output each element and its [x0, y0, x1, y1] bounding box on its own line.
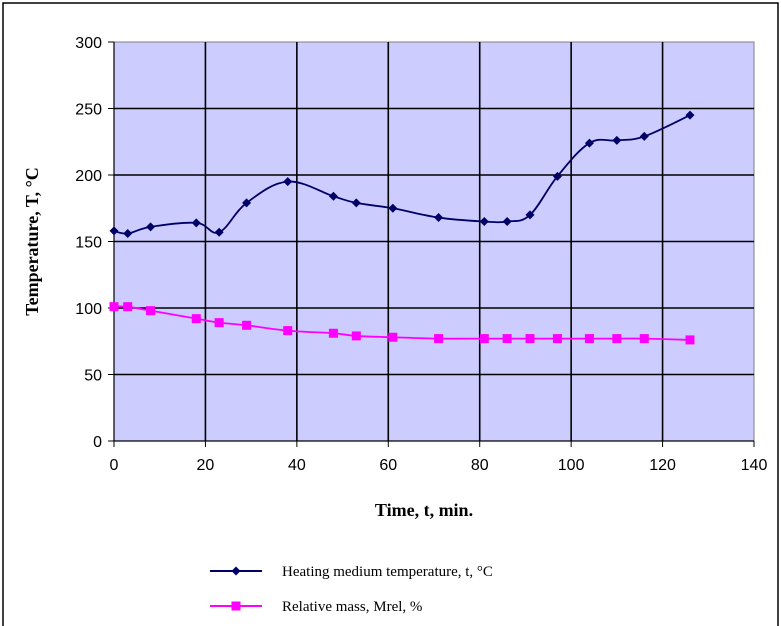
data-point [283, 177, 293, 187]
data-point [109, 302, 119, 312]
data-point [242, 320, 252, 330]
data-point [191, 314, 201, 324]
x-tick-label: 20 [197, 457, 215, 474]
data-point [434, 334, 444, 344]
data-point [191, 218, 201, 228]
data-point [214, 318, 224, 328]
legend-marker [231, 566, 241, 576]
data-point [242, 198, 252, 208]
data-point [685, 335, 695, 345]
legend-item-1: Heating medium temperature, t, °C [210, 564, 493, 580]
data-point [552, 171, 562, 181]
series-layer [109, 110, 695, 345]
legend: Heating medium temperature, t, °C Relativ… [210, 564, 493, 615]
x-tick-label: 60 [379, 457, 397, 474]
data-point [328, 191, 338, 201]
legend-item-2: Relative mass, Mrel, % [210, 599, 422, 615]
x-tick-label: 80 [471, 457, 489, 474]
axis-layer: 0 20 40 60 80 100 120 140 0 50 100 150 200 250 300 [75, 35, 767, 474]
data-point [552, 334, 562, 344]
x-tick-label: 100 [558, 457, 585, 474]
x-tick-label: 40 [288, 457, 306, 474]
data-point [612, 334, 622, 344]
x-tick-label: 120 [649, 457, 676, 474]
data-point [434, 213, 444, 223]
y-tick-label: 50 [84, 368, 102, 385]
data-point [502, 334, 512, 344]
data-point [525, 334, 535, 344]
data-point [479, 334, 489, 344]
series-1 [109, 110, 695, 239]
y-axis-title: Temperature, T, °C [22, 167, 42, 316]
data-point [612, 135, 622, 145]
data-point [328, 328, 338, 338]
x-tick-label: 0 [110, 457, 119, 474]
x-axis-title: Time, t, min. [375, 500, 473, 520]
data-point [351, 331, 361, 341]
y-tick-label: 0 [93, 434, 102, 451]
data-point [388, 332, 398, 342]
data-point [146, 222, 156, 232]
data-point [584, 138, 594, 148]
data-point [388, 203, 398, 213]
y-tick-label: 300 [75, 35, 102, 52]
data-point [502, 217, 512, 227]
data-point [479, 217, 489, 227]
grid-layer [114, 42, 754, 441]
data-point [584, 334, 594, 344]
data-point [351, 198, 361, 208]
series-2 [109, 302, 695, 345]
legend-label: Heating medium temperature, t, °C [282, 564, 493, 580]
data-point [123, 302, 133, 312]
y-tick-label: 200 [75, 168, 102, 185]
y-tick-label: 100 [75, 301, 102, 318]
y-tick-label: 150 [75, 235, 102, 252]
x-tick-label: 140 [741, 457, 768, 474]
data-point [639, 131, 649, 141]
data-point [123, 229, 133, 239]
data-point [283, 326, 293, 336]
data-point [525, 210, 535, 220]
legend-label: Relative mass, Mrel, % [282, 599, 422, 615]
y-tick-label: 250 [75, 102, 102, 119]
data-point [109, 226, 119, 236]
data-point [685, 110, 695, 120]
data-point [214, 227, 224, 237]
data-point [639, 334, 649, 344]
data-point [146, 306, 156, 316]
legend-marker [231, 601, 241, 611]
